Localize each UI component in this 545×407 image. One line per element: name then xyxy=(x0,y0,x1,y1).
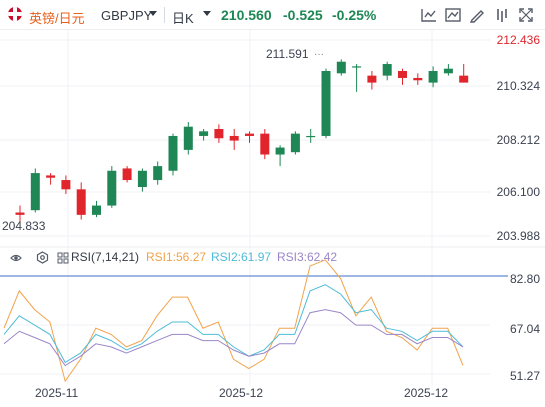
settings-icon[interactable] xyxy=(36,251,49,264)
candle-body xyxy=(428,70,438,83)
trend-line-icon[interactable] xyxy=(420,6,438,24)
currency-flag-icon xyxy=(8,7,22,21)
period-selector[interactable]: 日K xyxy=(172,11,194,26)
symbol-name[interactable]: 英镑/日元 xyxy=(29,11,85,26)
rsi-axis-label: 67.04 xyxy=(510,322,540,336)
rsi-axis-label: 51.27 xyxy=(510,369,540,383)
candle-body xyxy=(168,135,178,171)
candle-body xyxy=(367,75,377,83)
candle-body xyxy=(413,77,423,81)
candle-body xyxy=(352,66,362,68)
price-axis-label: 206.100 xyxy=(497,185,541,199)
candle-body xyxy=(459,75,469,83)
high-dots: ··· xyxy=(314,49,324,60)
candle-body xyxy=(199,131,209,136)
price-axis-label: 212.436 xyxy=(497,33,541,47)
candle-body xyxy=(30,173,40,211)
last-price: 210.560 xyxy=(221,7,272,23)
date-label: 2025-12 xyxy=(404,386,448,400)
candle-body xyxy=(214,128,224,139)
fullscreen-icon[interactable] xyxy=(517,6,535,24)
chart-header: 英镑/日元 GBPJPY 日K 210.560 -0.525 -0.25% xyxy=(0,0,545,30)
rsi1-line xyxy=(3,259,464,383)
candle-body xyxy=(137,170,147,187)
eye-icon[interactable] xyxy=(10,252,22,264)
candle-body xyxy=(61,180,71,190)
candle-body xyxy=(260,133,270,155)
rsi2-line xyxy=(3,284,464,364)
low-annotation: 204.833 xyxy=(2,219,46,233)
candle-body xyxy=(306,135,316,138)
high-annotation: 211.591 xyxy=(266,47,309,61)
price-axis-label: 203.988 xyxy=(497,229,541,243)
candle-body xyxy=(229,135,239,141)
candle-body xyxy=(153,166,163,181)
divider xyxy=(164,7,165,23)
candle-body xyxy=(321,70,331,136)
price-axis-label: 210.324 xyxy=(497,79,541,93)
draw-icon[interactable] xyxy=(468,6,486,24)
candle-body xyxy=(183,126,193,150)
candle-body xyxy=(76,189,86,215)
bottom-strip xyxy=(0,392,545,407)
rsi3-value: RSI3:62.42 xyxy=(277,250,338,264)
candle-body xyxy=(92,205,101,215)
candle-body xyxy=(46,175,56,178)
price-axis-label: 208.212 xyxy=(497,133,541,147)
indicator-icon[interactable] xyxy=(444,6,462,24)
price-change-pct: -0.25% xyxy=(332,7,377,23)
rsi1-value: RSI1:56.27 xyxy=(146,250,207,264)
date-label: 2025-11 xyxy=(35,386,78,400)
candle-body xyxy=(122,168,132,181)
candle-body xyxy=(275,147,285,155)
candle-body xyxy=(290,133,300,153)
candle-body xyxy=(443,68,453,74)
symbol-dropdown-icon[interactable] xyxy=(149,11,157,16)
candle-body xyxy=(398,70,407,78)
rsi-axis-label: 82.80 xyxy=(510,272,540,286)
rsi-indicator-name[interactable]: RSI(7,14,21) xyxy=(71,250,140,264)
candle-body xyxy=(15,212,25,215)
symbol-code[interactable]: GBPJPY xyxy=(101,8,153,23)
rsi3-line xyxy=(3,309,464,367)
candle-body xyxy=(245,133,254,136)
candle-body xyxy=(382,64,392,76)
price-change: -0.525 xyxy=(283,7,323,23)
grid-icon[interactable] xyxy=(57,252,69,264)
candle-body xyxy=(336,61,346,74)
cursor-icon[interactable] xyxy=(493,6,511,24)
date-label: 2025-12 xyxy=(219,386,263,400)
kline-chart[interactable]: 212.436 210.324 208.212 206.100 203.988 … xyxy=(0,30,545,407)
candle-body xyxy=(107,170,117,206)
rsi2-value: RSI2:61.97 xyxy=(211,250,272,264)
indicator-header: RSI(7,14,21) RSI1:56.27 RSI2:61.97 RSI3:… xyxy=(0,247,545,267)
period-dropdown-icon[interactable] xyxy=(203,11,211,16)
